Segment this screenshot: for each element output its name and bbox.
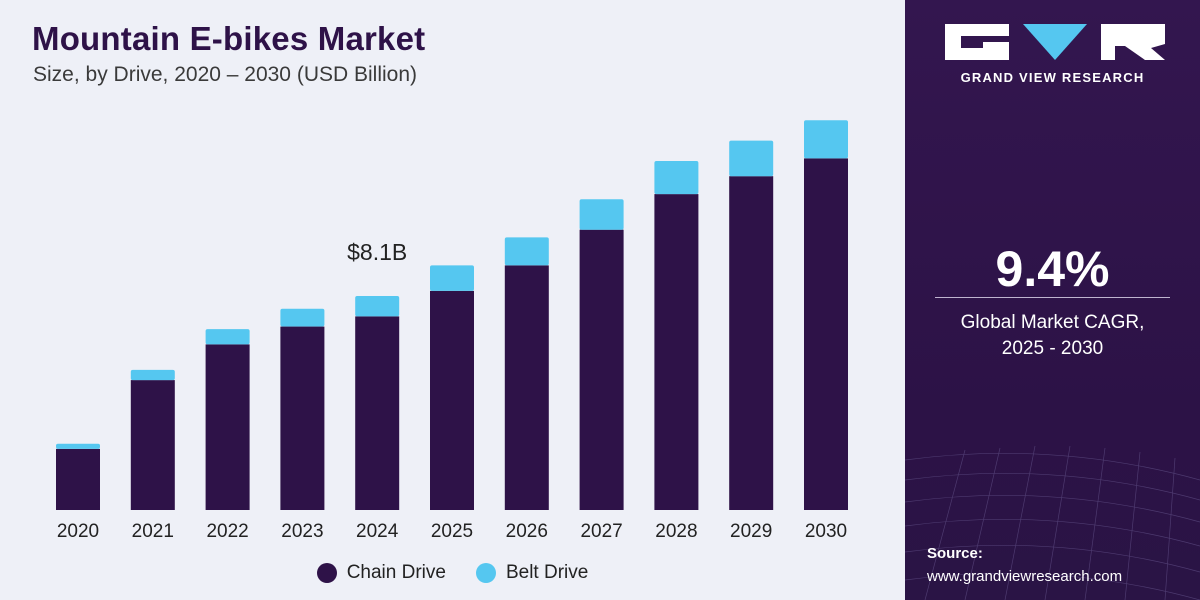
x-tick-label-2026: 2026 xyxy=(506,521,548,542)
bar-chain-drive-2026 xyxy=(504,265,549,510)
bar-belt-drive-2028 xyxy=(654,161,699,195)
x-tick-label-2025: 2025 xyxy=(431,521,473,542)
bar-belt-drive-2024 xyxy=(355,296,400,317)
chart-legend: Chain Drive Belt Drive xyxy=(0,562,905,584)
bar-belt-drive-2029 xyxy=(729,140,774,177)
bar-chain-drive-2024 xyxy=(355,316,400,510)
bar-belt-drive-2027 xyxy=(579,199,624,230)
source-title: Source: xyxy=(927,545,983,562)
bar-chain-drive-2030 xyxy=(804,158,848,510)
cagr-label: Global Market CAGR, 2025 - 2030 xyxy=(960,312,1145,359)
bar-chain-drive-2029 xyxy=(729,176,774,510)
legend-item-chain-drive: Chain Drive xyxy=(316,562,446,584)
bar-chart: 2020 2021 2022 2023 2024 $8.1B 2025 2026 2027 202… xyxy=(56,120,848,542)
x-tick-label-2028: 2028 xyxy=(655,521,697,542)
source-url: www.grandviewresearch.com xyxy=(927,568,1123,585)
bar-belt-drive-2026 xyxy=(504,237,549,266)
bar-chain-drive-2023 xyxy=(280,326,325,510)
bar-belt-drive-2025 xyxy=(430,265,474,291)
side-panel: GRAND VIEW RESEARCH 9.4% Global Market C… xyxy=(905,0,1200,600)
grand-view-research-logo xyxy=(945,24,1165,60)
brand-name: GRAND VIEW RESEARCH xyxy=(960,70,1145,85)
x-tick-label-2027: 2027 xyxy=(580,521,622,542)
x-tick-label-2030: 2030 xyxy=(805,521,847,542)
cagr-divider xyxy=(935,297,1170,298)
bar-belt-drive-2020 xyxy=(56,443,100,449)
legend-label-chain-drive: Chain Drive xyxy=(346,562,446,583)
bar-chain-drive-2027 xyxy=(579,229,624,510)
bar-belt-drive-2021 xyxy=(130,369,175,381)
bar-chain-drive-2025 xyxy=(430,290,474,510)
bar-belt-drive-2022 xyxy=(205,329,250,345)
legend-label-belt-drive: Belt Drive xyxy=(505,562,589,583)
x-tick-label-2023: 2023 xyxy=(281,521,323,542)
grid-floor-decoration xyxy=(905,445,1200,600)
bar-belt-drive-2030 xyxy=(804,120,848,159)
bar-chain-drive-2021 xyxy=(130,380,175,510)
chart-subtitle: Size, by Drive, 2020 – 2030 (USD Billion… xyxy=(33,63,418,86)
cagr-value: 9.4% xyxy=(995,241,1110,297)
x-tick-label-2024: 2024 xyxy=(356,521,399,542)
x-tick-label-2021: 2021 xyxy=(132,521,174,542)
chart-area: Mountain E-bikes Market Size, by Drive, … xyxy=(0,20,905,584)
bar-belt-drive-2023 xyxy=(280,308,325,327)
data-label-2024: $8.1B xyxy=(347,239,407,265)
x-tick-label-2020: 2020 xyxy=(57,521,99,542)
x-tick-label-2022: 2022 xyxy=(206,521,248,542)
bar-chain-drive-2022 xyxy=(205,344,250,510)
legend-item-belt-drive: Belt Drive xyxy=(475,562,589,584)
bar-chain-drive-2028 xyxy=(654,194,699,510)
bar-chain-drive-2020 xyxy=(56,448,100,510)
legend-swatch-chain-drive xyxy=(316,563,337,583)
legend-swatch-belt-drive xyxy=(475,563,496,583)
x-tick-label-2029: 2029 xyxy=(730,521,772,542)
chart-title: Mountain E-bikes Market xyxy=(32,20,426,57)
